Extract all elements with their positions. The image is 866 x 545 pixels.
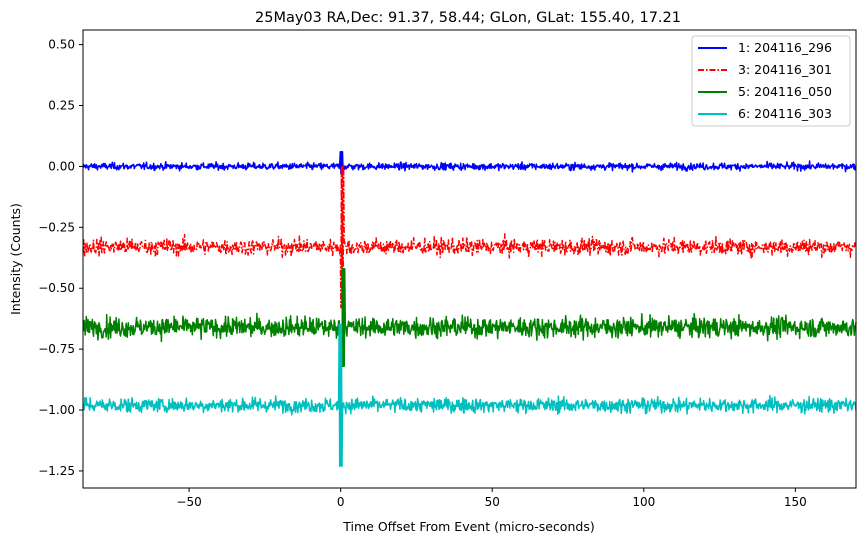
- legend-label-5: 5: 204116_050: [738, 84, 832, 99]
- svg-text:150: 150: [784, 495, 807, 509]
- y-tick-minus-0.25: −0.25: [38, 220, 83, 234]
- svg-text:−0.25: −0.25: [38, 220, 75, 234]
- x-tick-150: 150: [784, 488, 807, 509]
- legend: 1: 204116_296 3: 204116_301 5: 204116_05…: [691, 35, 851, 127]
- y-tick-0.25: 0.25: [48, 99, 83, 113]
- y-axis: 0.50 0.25 0.00 −0.25 −0.50 −0.75 −1.00 −…: [8, 38, 83, 478]
- svg-text:50: 50: [485, 495, 500, 509]
- x-axis: −50 0 50 100 150 Time Offset From Event …: [176, 488, 807, 534]
- svg-text:100: 100: [632, 495, 655, 509]
- x-tick-minus-50: −50: [176, 488, 202, 509]
- series-line-5: [82, 267, 857, 367]
- svg-text:−1.25: −1.25: [38, 464, 75, 478]
- series-line-3: [82, 165, 857, 309]
- x-tick-50: 50: [485, 488, 500, 509]
- legend-entry-3: 3: 204116_301: [698, 62, 832, 77]
- series-line-6: [82, 324, 857, 467]
- y-tick-minus-1.00: −1.00: [38, 403, 83, 417]
- svg-text:−0.75: −0.75: [38, 342, 75, 356]
- svg-text:−1.00: −1.00: [38, 403, 75, 417]
- legend-label-1: 1: 204116_296: [738, 40, 832, 55]
- legend-entry-6: 6: 204116_303: [698, 106, 832, 121]
- chart-title: 25May03 RA,Dec: 91.37, 58.44; GLon, GLat…: [255, 10, 681, 26]
- y-axis-title: Intensity (Counts): [8, 203, 23, 315]
- legend-box: [691, 35, 851, 127]
- svg-text:0.25: 0.25: [48, 99, 75, 113]
- svg-text:−50: −50: [176, 495, 201, 509]
- x-tick-100: 100: [632, 488, 655, 509]
- x-axis-title: Time Offset From Event (micro-seconds): [342, 519, 594, 534]
- y-tick-minus-0.75: −0.75: [38, 342, 83, 356]
- legend-label-6: 6: 204116_303: [738, 106, 832, 121]
- y-tick-minus-0.50: −0.50: [38, 281, 83, 295]
- svg-text:0.50: 0.50: [48, 38, 75, 52]
- y-tick-0.50: 0.50: [48, 38, 83, 52]
- series-line-1: [82, 151, 857, 175]
- y-tick-0.00: 0.00: [48, 159, 83, 173]
- plot-frame: [82, 29, 857, 489]
- series-layer: [82, 151, 857, 467]
- y-tick-minus-1.25: −1.25: [38, 464, 83, 478]
- legend-entry-5: 5: 204116_050: [698, 84, 832, 99]
- legend-entry-1: 1: 204116_296: [698, 40, 832, 55]
- svg-text:−0.50: −0.50: [38, 281, 75, 295]
- svg-text:0.00: 0.00: [48, 159, 75, 173]
- svg-text:0: 0: [337, 495, 345, 509]
- x-tick-0: 0: [337, 488, 345, 509]
- legend-label-3: 3: 204116_301: [738, 62, 832, 77]
